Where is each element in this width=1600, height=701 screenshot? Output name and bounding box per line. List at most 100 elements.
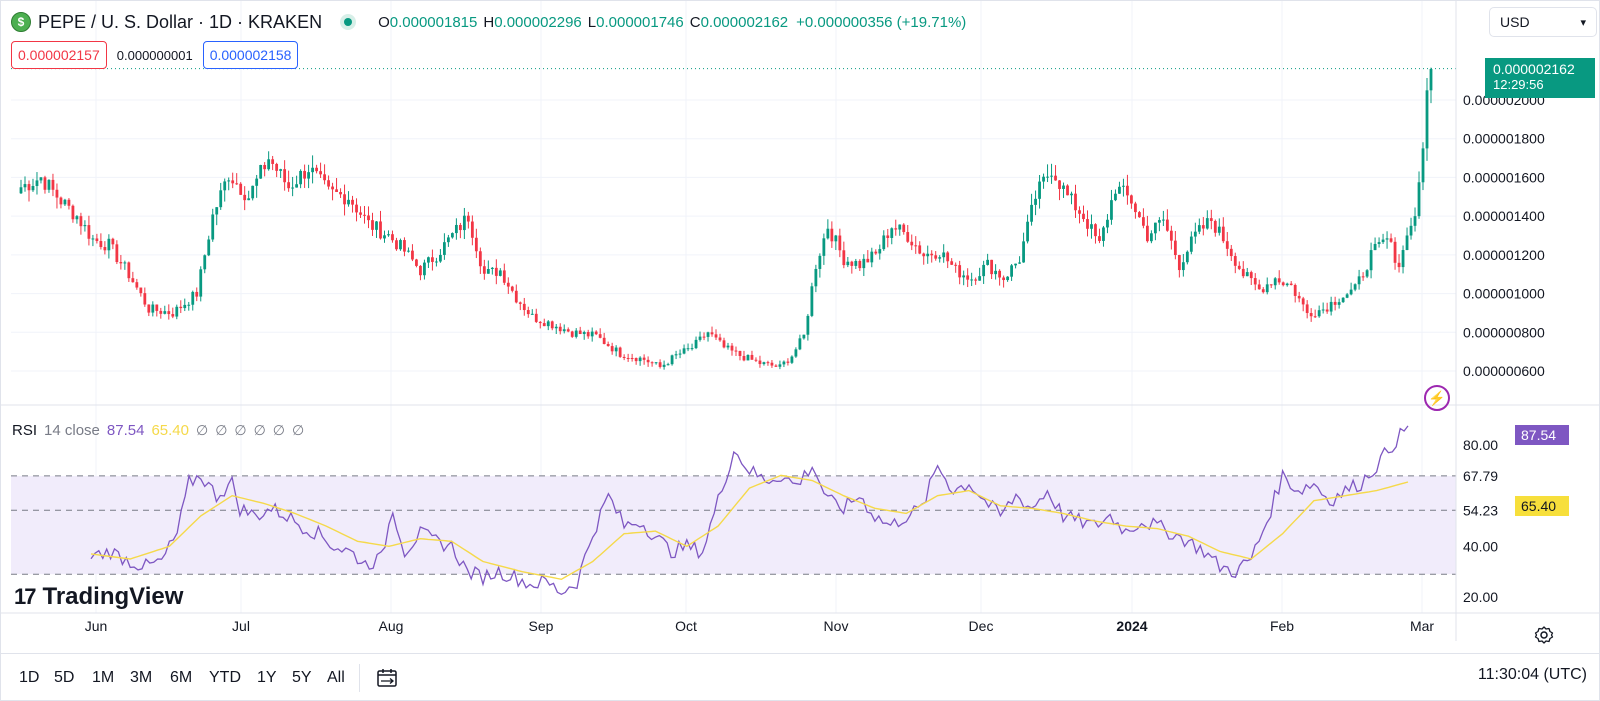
candle-body: [135, 282, 139, 288]
symbol-title[interactable]: PEPE / U. S. Dollar · 1D · KRAKEN: [38, 11, 323, 32]
tradingview-logo[interactable]: 17 TradingView: [14, 583, 183, 611]
candle-body: [239, 183, 243, 195]
candle-body: [714, 334, 718, 338]
timeframe-6m-button[interactable]: 6M: [170, 669, 193, 686]
time-axis[interactable]: Jun Jul Aug Sep Oct Nov Dec 2024 Feb Mar: [85, 618, 1435, 634]
candle-body: [810, 286, 814, 316]
candle-body: [431, 257, 434, 262]
candle-body: [1409, 225, 1413, 236]
price-axis[interactable]: 0.0000020000.0000018000.0000016000.00000…: [1463, 92, 1545, 379]
utc-clock[interactable]: 11:30:04 (UTC): [1477, 666, 1587, 683]
candle-body: [387, 234, 390, 236]
timeframe-3m-button[interactable]: 3M: [130, 669, 153, 686]
candle-body: [738, 350, 742, 356]
candle-body: [43, 177, 47, 190]
candle-body: [562, 329, 566, 332]
candle-body: [690, 348, 694, 350]
candle-body: [710, 332, 714, 335]
candle-body: [1213, 220, 1217, 233]
rsi-ma-label: 65.40: [1515, 496, 1569, 516]
gear-icon[interactable]: [1534, 625, 1554, 645]
candle-body: [874, 251, 878, 254]
candle-body: [151, 304, 155, 313]
candle-body: [990, 259, 994, 275]
candle-body: [842, 250, 846, 266]
candle-body: [650, 362, 654, 364]
candle-body: [223, 181, 227, 191]
candle-body: [1233, 256, 1237, 266]
candle-body: [814, 268, 818, 287]
timeframe-1d-button[interactable]: 1D: [19, 669, 40, 686]
candle-body: [319, 171, 322, 175]
candle-body: [706, 332, 710, 337]
calendar-range-icon[interactable]: [375, 667, 399, 689]
candle-body: [87, 225, 91, 239]
candle-body: [1098, 236, 1101, 241]
candle-body: [395, 240, 398, 250]
candle-body: [19, 187, 23, 194]
candle-body: [403, 240, 406, 252]
rsi-current-label: 87.54: [1515, 425, 1569, 445]
rsi-tick-label: 20.00: [1463, 589, 1498, 605]
time-tick-label: Sep: [529, 618, 554, 634]
price-tick-label: 0.000000600: [1463, 363, 1545, 379]
candle-body: [558, 326, 562, 332]
timeframe-5y-button[interactable]: 5Y: [292, 669, 312, 686]
candle-body: [666, 364, 670, 366]
candle-body: [538, 321, 542, 324]
candle-body: [407, 250, 410, 252]
candle-body: [315, 167, 318, 172]
candle-body: [946, 252, 950, 262]
symbol-legend[interactable]: $ PEPE / U. S. Dollar · 1D · KRAKEN O 0.0…: [11, 10, 966, 34]
candle-body: [259, 164, 263, 179]
candle-body: [199, 269, 203, 297]
candle-body: [435, 261, 438, 263]
timeframe-1y-button[interactable]: 1Y: [257, 669, 277, 686]
candle-body: [1110, 200, 1113, 220]
candle-body: [1429, 69, 1433, 91]
candle-body: [115, 244, 119, 263]
candle-body: [930, 253, 934, 256]
rsi-legend[interactable]: RSI 14 close 87.54 65.40 ∅ ∅ ∅ ∅ ∅ ∅: [12, 422, 304, 439]
candle-body: [367, 215, 370, 221]
open-label: O: [378, 13, 390, 31]
lightning-icon[interactable]: ⚡: [1424, 385, 1450, 411]
market-status-icon[interactable]: [340, 14, 357, 30]
candle-body: [754, 359, 758, 361]
rsi-axis[interactable]: 80.00 67.79 54.23 40.00 20.00: [1463, 437, 1498, 605]
candle-body: [1189, 236, 1193, 252]
candle-body: [966, 275, 970, 280]
candle-body: [918, 245, 922, 254]
candle-body: [359, 212, 362, 215]
candle-body: [898, 224, 902, 230]
timeframe-5d-button[interactable]: 5D: [54, 669, 75, 686]
candle-body: [427, 257, 430, 263]
timeframe-1m-button[interactable]: 1M: [92, 669, 115, 686]
timeframe-ytd-button[interactable]: YTD: [209, 669, 241, 686]
candle-body: [1349, 289, 1353, 295]
chart-canvas[interactable]: 0.0000020000.0000018000.0000016000.00000…: [1, 1, 1600, 653]
candle-body: [283, 169, 287, 183]
buy-price-button[interactable]: 0.000002158: [202, 41, 299, 69]
candle-body: [762, 362, 766, 365]
candle-body: [247, 198, 251, 201]
candle-body: [39, 177, 43, 181]
candle-body: [1365, 270, 1369, 277]
candle-body: [594, 331, 598, 335]
candle-body: [311, 167, 314, 173]
sell-price-button[interactable]: 0.000002157: [11, 41, 107, 69]
candle-body: [950, 261, 954, 265]
candle-body: [682, 348, 686, 354]
currency-dropdown[interactable]: USD ▾: [1489, 7, 1597, 37]
candle-body: [774, 365, 778, 367]
candle-body: [1157, 220, 1161, 223]
candle-body: [830, 228, 834, 242]
candle-body: [1114, 193, 1117, 201]
timeframe-all-button[interactable]: All: [327, 669, 345, 686]
candle-body: [227, 180, 231, 182]
candle-body: [590, 331, 594, 337]
candle-body: [1421, 148, 1425, 183]
candle-body: [1297, 295, 1301, 299]
candle-body: [702, 336, 706, 338]
candle-body: [514, 290, 518, 303]
